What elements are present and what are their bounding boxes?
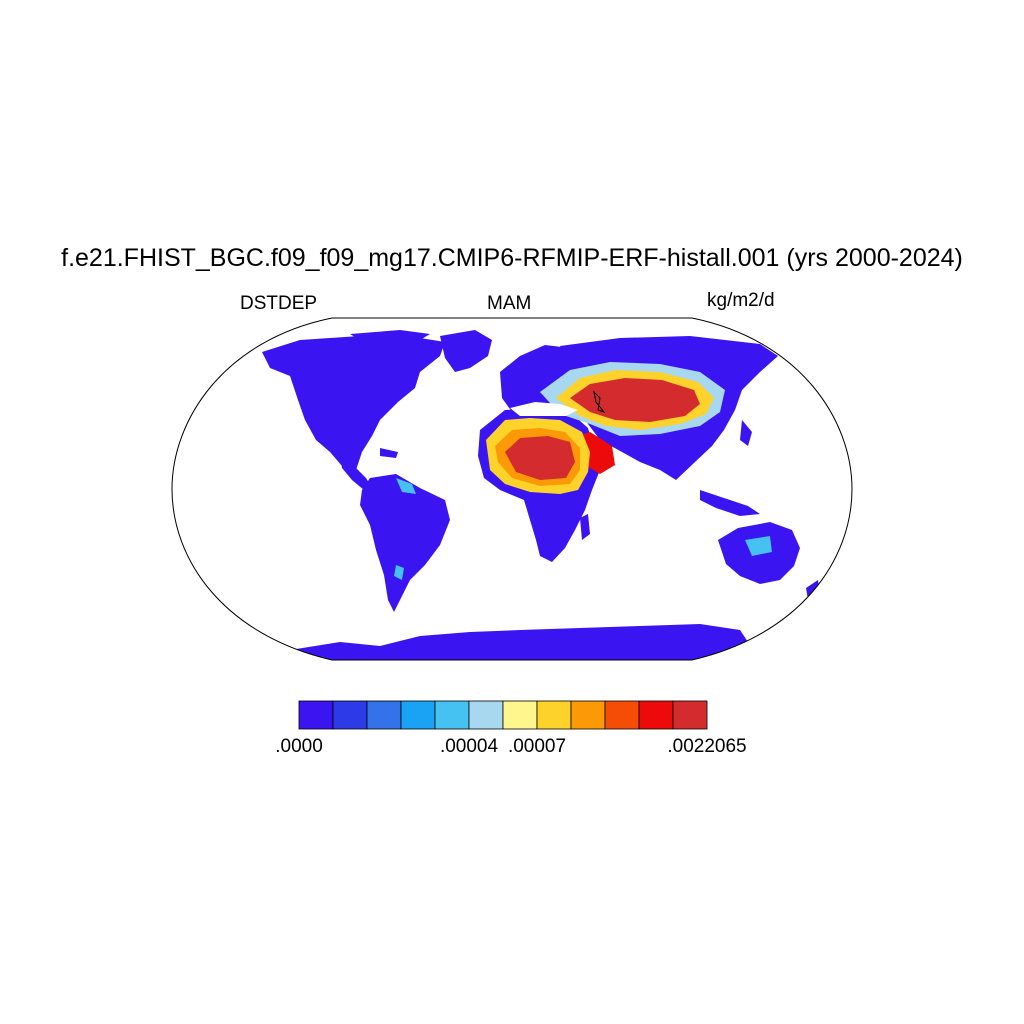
colorbar-swatch	[502, 700, 538, 730]
units-label: kg/m2/d	[707, 290, 775, 311]
se-asia-islands	[700, 490, 760, 516]
greenland	[440, 330, 492, 372]
sa-dust-north	[396, 478, 416, 494]
colorbar-swatch	[638, 700, 674, 730]
colorbar-swatch	[332, 700, 368, 730]
sa-dust-south	[394, 565, 404, 580]
map-title: f.e21.FHIST_BGC.f09_f09_mg17.CMIP6-RFMIP…	[61, 244, 963, 272]
colorbar-swatch	[298, 700, 334, 730]
sahara-core	[505, 436, 575, 480]
australia-dust	[745, 536, 772, 556]
madagascar	[580, 514, 590, 540]
variable-label: DSTDEP	[240, 293, 318, 314]
north-america	[262, 336, 445, 470]
colorbar-tick-label: .00004	[439, 736, 499, 757]
colorbar-swatch	[604, 700, 640, 730]
season-label: MAM	[487, 293, 532, 314]
colorbar-tick-label: .0022065	[667, 736, 747, 757]
colorbar-swatch	[400, 700, 436, 730]
colorbar-swatch	[570, 700, 606, 730]
caspian-outline	[593, 390, 606, 414]
globe-outline	[171, 317, 853, 661]
colorbar-swatch	[366, 700, 402, 730]
mediterranean	[510, 402, 578, 416]
antarctica	[260, 624, 760, 660]
japan	[740, 420, 752, 446]
colorbar-tick-label: .00007	[507, 736, 567, 757]
colorbar	[298, 700, 708, 730]
caribbean	[380, 448, 398, 458]
colorbar-swatch	[536, 700, 572, 730]
central-america	[340, 455, 372, 490]
colorbar-swatch	[672, 700, 708, 730]
colorbar-tick-label: .0000	[275, 736, 323, 757]
colorbar-swatch	[468, 700, 504, 730]
south-america	[360, 474, 450, 612]
arctic-islands	[350, 330, 430, 346]
colorbar-swatch	[434, 700, 470, 730]
land-layer	[260, 330, 820, 660]
